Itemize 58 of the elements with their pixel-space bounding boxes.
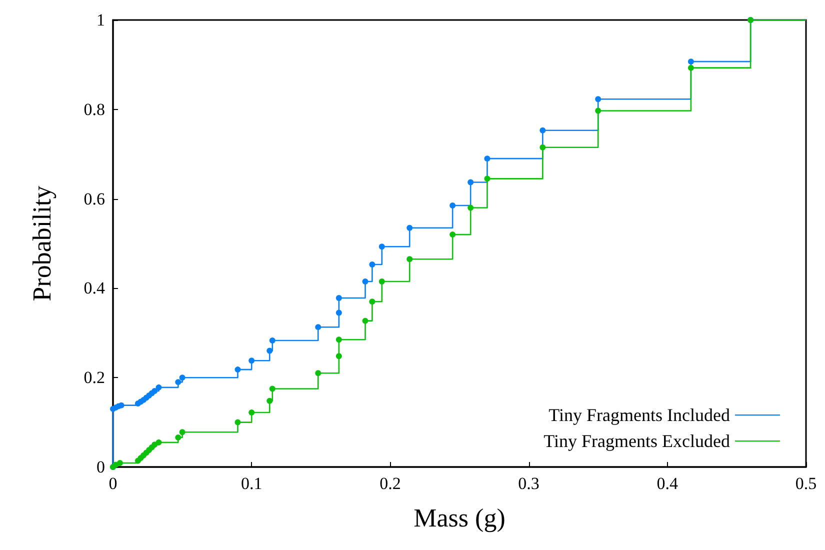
point [362, 278, 368, 284]
point [179, 429, 186, 436]
point [595, 108, 602, 114]
point [378, 244, 385, 250]
point [266, 398, 273, 404]
y-tick-label: 0.6 [84, 189, 105, 208]
point [595, 96, 602, 102]
point [234, 366, 241, 373]
x-tick-label: 0.2 [380, 474, 401, 493]
point [468, 204, 474, 211]
y-tick-label: 0.4 [84, 278, 106, 298]
point [269, 386, 276, 392]
point [540, 127, 546, 134]
x-axis-title: Mass (g) [414, 504, 506, 532]
y-tick-label: 0.8 [84, 100, 105, 119]
point [336, 353, 342, 360]
point [175, 434, 182, 440]
point [234, 419, 241, 426]
point [156, 384, 162, 390]
x-tick-label: 0.5 [795, 474, 817, 493]
point [315, 370, 322, 376]
y-tick-label: 1 [96, 10, 105, 30]
point [152, 388, 158, 394]
point [450, 232, 456, 238]
point [406, 256, 413, 262]
point [688, 58, 694, 65]
point [175, 379, 182, 386]
point [362, 318, 368, 324]
legend-label: Tiny Fragments Included [548, 405, 730, 425]
point [248, 409, 255, 416]
point [315, 324, 322, 330]
point [336, 336, 342, 343]
y-axis-title: Probability [28, 186, 56, 302]
x-tick-label: 0 [108, 474, 118, 493]
point [266, 348, 273, 354]
y-tick-label: 0.2 [84, 368, 105, 388]
point [248, 358, 255, 364]
point [336, 310, 342, 316]
point [369, 298, 376, 305]
point [179, 374, 186, 381]
point [540, 144, 546, 150]
point [484, 156, 490, 162]
point [156, 439, 162, 446]
point [406, 224, 413, 231]
point [116, 460, 123, 466]
legend-label: Tiny Fragments Excluded [544, 431, 730, 451]
point [484, 176, 490, 182]
y-tick-label: 0 [96, 458, 105, 476]
x-tick-label: 0.1 [240, 474, 262, 493]
point [688, 64, 694, 71]
point [468, 179, 474, 186]
point [378, 278, 385, 284]
point [450, 202, 456, 209]
x-tick-label: 0.4 [656, 474, 679, 493]
point [369, 262, 376, 268]
point [269, 338, 276, 344]
point [336, 295, 342, 302]
x-tick-label: 0.3 [518, 474, 540, 493]
